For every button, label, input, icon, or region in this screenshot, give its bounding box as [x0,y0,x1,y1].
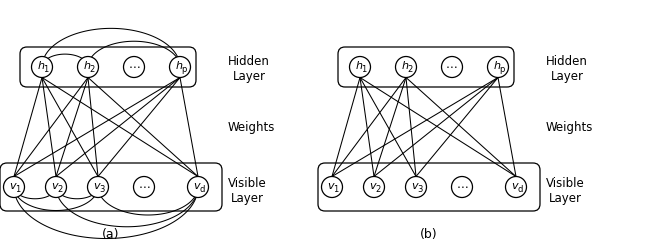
Text: p: p [499,65,504,74]
Circle shape [169,57,191,77]
Text: 1: 1 [44,65,48,74]
Text: h: h [83,61,90,71]
Text: v: v [93,181,100,191]
Text: ⋯: ⋯ [446,61,458,73]
Text: ⋯: ⋯ [456,181,468,193]
Circle shape [46,177,66,197]
Text: ⋯: ⋯ [138,181,150,193]
Circle shape [32,57,52,77]
Circle shape [87,177,109,197]
Text: (a): (a) [102,228,120,241]
Text: 2: 2 [89,65,95,74]
Text: Hidden
Layer: Hidden Layer [228,55,270,83]
Circle shape [3,177,24,197]
Text: h: h [401,61,408,71]
Text: v: v [512,181,518,191]
Text: 1: 1 [361,65,367,74]
Circle shape [322,177,342,197]
Text: h: h [355,61,362,71]
Circle shape [506,177,526,197]
Text: Visible
Layer: Visible Layer [546,177,585,205]
Text: 1: 1 [15,185,21,194]
Text: (b): (b) [420,228,438,241]
Text: v: v [52,181,58,191]
Circle shape [124,57,144,77]
Text: ⋯: ⋯ [128,61,140,73]
Text: d: d [199,185,205,194]
Circle shape [451,177,473,197]
Text: h: h [37,61,44,71]
Circle shape [77,57,99,77]
Text: 2: 2 [407,65,412,74]
Text: d: d [517,185,523,194]
Text: v: v [9,181,16,191]
Circle shape [187,177,209,197]
Text: 1: 1 [334,185,339,194]
Text: Hidden
Layer: Hidden Layer [546,55,588,83]
Text: 2: 2 [375,185,381,194]
Text: Weights: Weights [546,121,593,133]
Text: 3: 3 [99,185,105,194]
Circle shape [487,57,508,77]
Text: 3: 3 [417,185,423,194]
Text: 2: 2 [58,185,63,194]
Text: v: v [328,181,334,191]
Circle shape [395,57,416,77]
Text: h: h [175,61,182,71]
Text: v: v [193,181,200,191]
Circle shape [350,57,371,77]
Circle shape [363,177,385,197]
Text: h: h [493,61,500,71]
Circle shape [406,177,426,197]
Text: Visible
Layer: Visible Layer [228,177,267,205]
Circle shape [442,57,463,77]
Circle shape [134,177,154,197]
Text: v: v [412,181,418,191]
Text: v: v [369,181,376,191]
Text: p: p [181,65,187,74]
Text: Weights: Weights [228,121,275,133]
